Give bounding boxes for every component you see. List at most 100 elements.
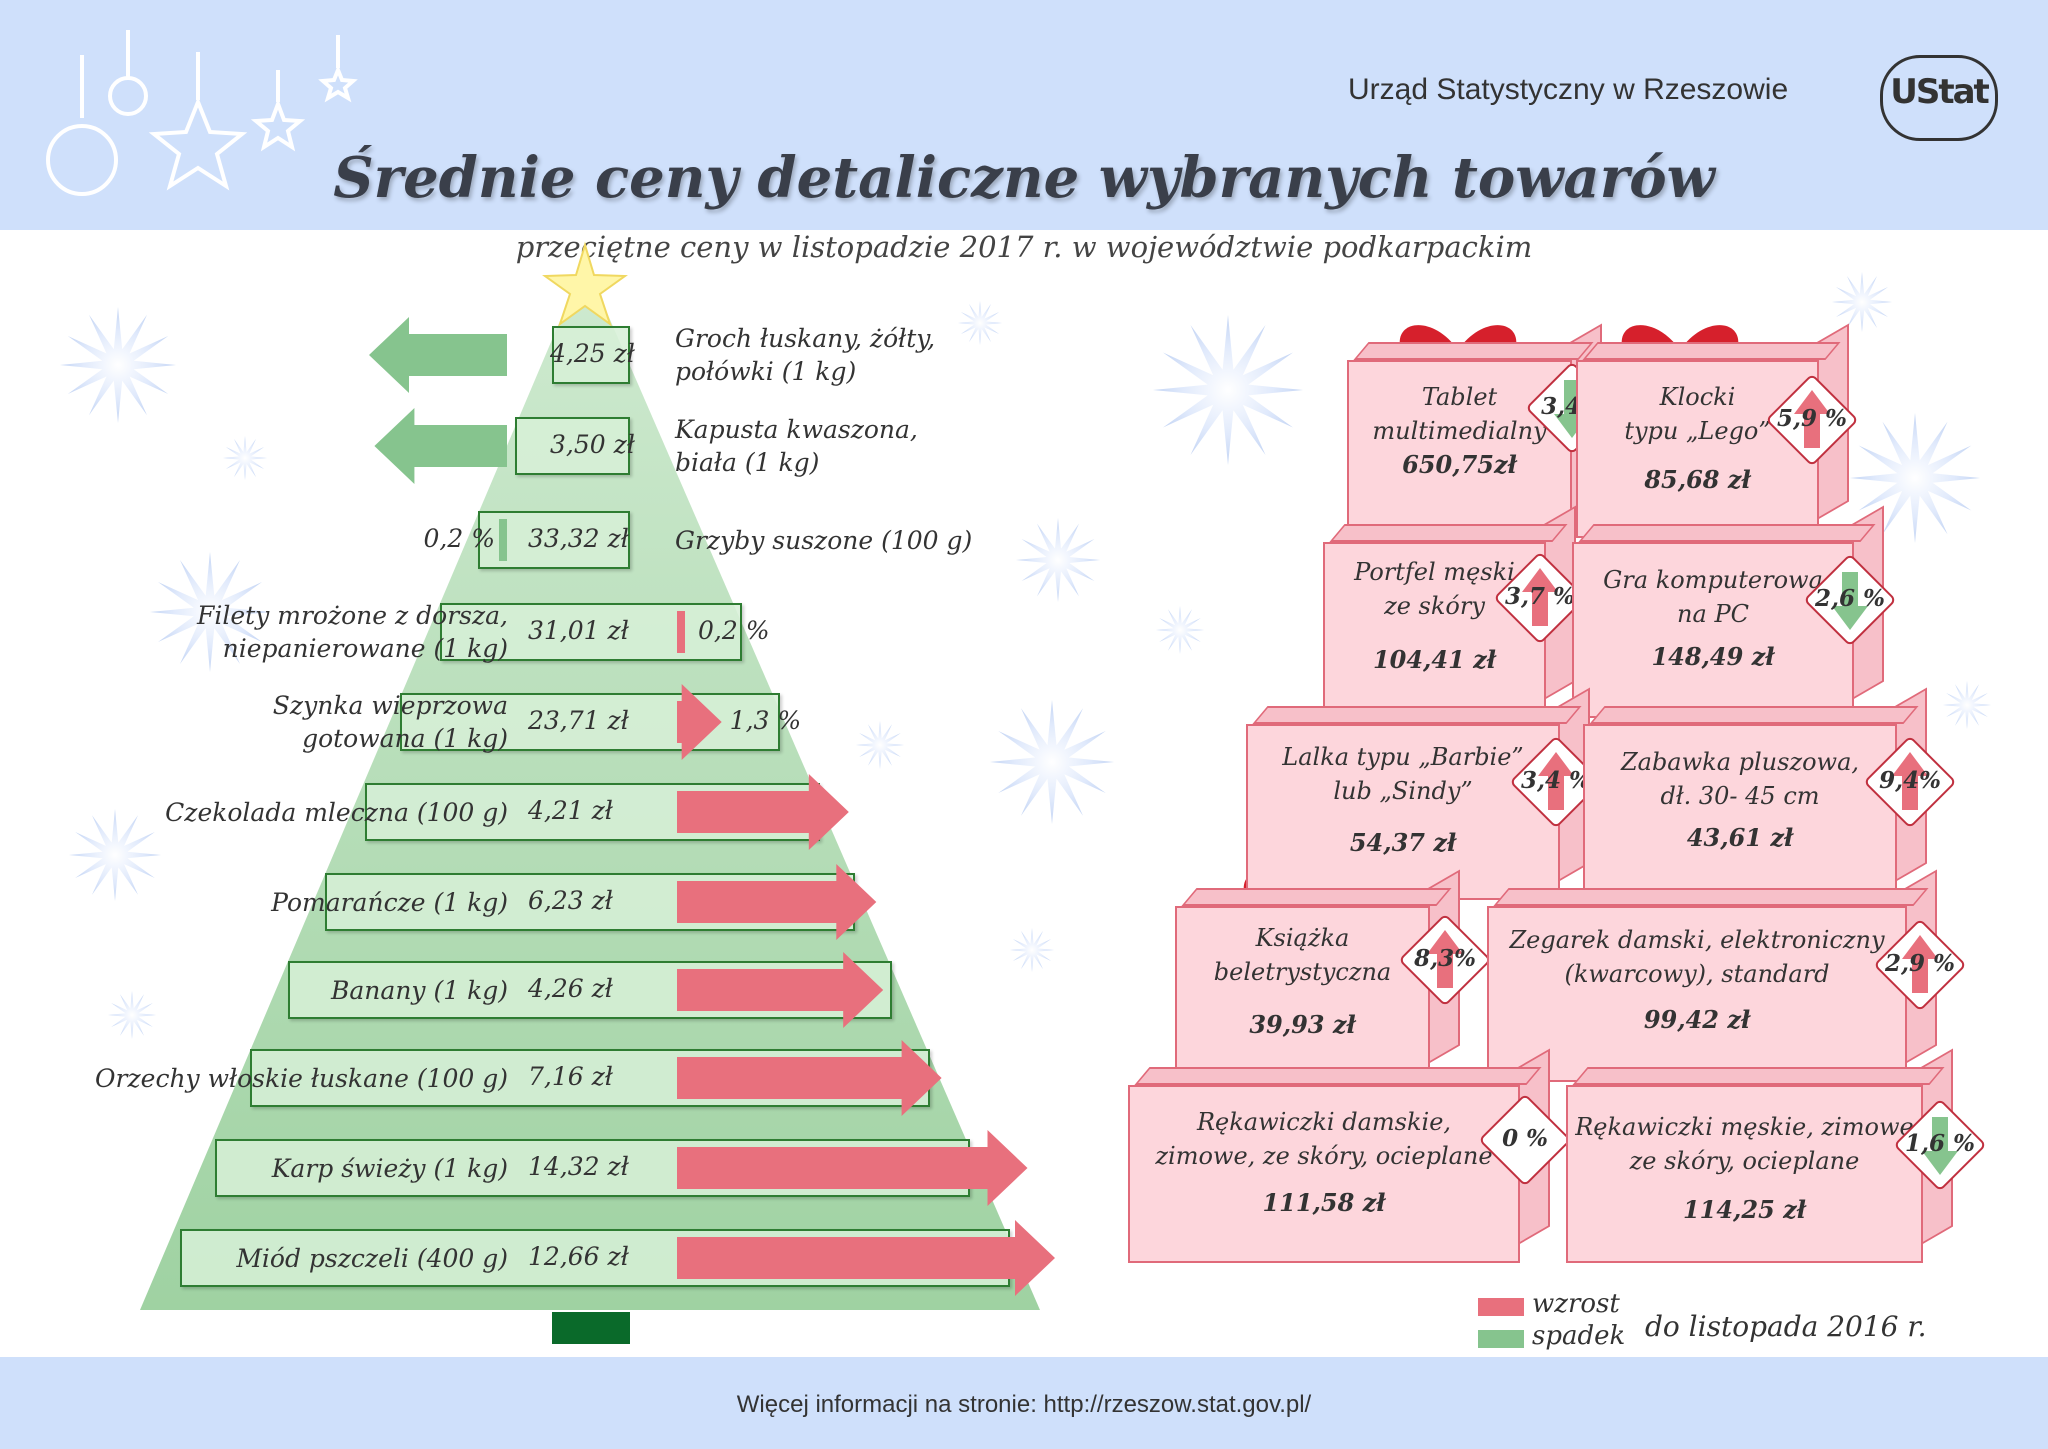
gift-name-line: Gra komputerowa: [1603, 566, 1823, 594]
increase-arrow: [677, 1130, 1028, 1206]
gift-box: [1175, 906, 1430, 1082]
increase-arrow-icon: [1538, 752, 1574, 810]
gift-name-line: lub „Sindy”: [1333, 777, 1473, 805]
increase-arrow: [677, 774, 849, 850]
price-label: 4,25 zł: [550, 339, 635, 368]
gift-box: [1128, 1085, 1520, 1263]
footer-band: Więcej informacji na stronie: http://rze…: [0, 1357, 2048, 1449]
gift-name-line: typu „Lego”: [1624, 417, 1771, 445]
price-label: 4,26 zł: [528, 974, 613, 1003]
gift-name-line: Tablet: [1421, 383, 1498, 411]
price-box: [515, 417, 630, 475]
product-name-line: niepanierowane (1 kg): [222, 634, 508, 663]
gift-name-line: dł. 30- 45 cm: [1660, 782, 1820, 810]
gift-price: 104,41 zł: [1372, 645, 1497, 674]
snowflake-icon: [1153, 315, 1303, 465]
product-name: Orzechy włoskie łuskane (100 g): [95, 1062, 508, 1095]
price-label: 23,71 zł: [528, 706, 629, 735]
change-label: 0,2 %: [698, 616, 770, 645]
legend-increase-swatch: [1478, 1298, 1524, 1316]
snowflake-icon: [1943, 681, 1991, 729]
gift-price: 99,42 zł: [1643, 1005, 1751, 1034]
footer-link-text[interactable]: Więcej informacji na stronie: http://rze…: [736, 1391, 1312, 1418]
product-name-line: Kapusta kwaszona,: [675, 415, 918, 444]
price-label: 6,23 zł: [528, 886, 613, 915]
gift-price: 85,68 zł: [1644, 465, 1751, 494]
product-name-line: połówki (1 kg): [675, 357, 857, 386]
gift-name-line: zimowe, ze skóry, ocieplane: [1155, 1142, 1493, 1170]
decrease-arrow: [499, 519, 507, 561]
increase-arrow-icon: [1427, 930, 1463, 988]
gift-box: [1323, 542, 1546, 718]
tree-trunk-icon: [552, 1312, 630, 1344]
change-label: 0 %: [1502, 1125, 1548, 1152]
product-name: Karp świeży (1 kg): [272, 1152, 508, 1185]
decrease-arrow-icon: [1832, 572, 1868, 630]
price-label: 31,01 zł: [528, 616, 629, 645]
gift-name-line: Portfel męski: [1354, 558, 1515, 586]
gift-name: Tablet multimedialny: [1307, 380, 1612, 448]
price-label: 14,32 zł: [528, 1152, 629, 1181]
snowflake-icon: [60, 307, 176, 423]
gift-name-line: beletrystyczna: [1213, 958, 1392, 986]
snowflake-icon: [69, 809, 161, 901]
gift-name: Portfel męski ze skóry: [1283, 555, 1586, 623]
gift-name: Rękawiczki męskie, zimowe ze skóry, ociep…: [1526, 1110, 1963, 1178]
product-name-line: gotowana (1 kg): [302, 724, 508, 753]
gift-box: [1583, 724, 1897, 900]
product-name-line: Karp świeży (1 kg): [271, 1153, 508, 1183]
gift-price: 148,49 zł: [1651, 642, 1775, 671]
gift-name: Gra komputerowa na PC: [1532, 563, 1894, 631]
gift-name-line: (kwarcowy), standard: [1564, 960, 1830, 988]
gift-name-line: Książka: [1255, 924, 1350, 952]
gift-name: Lalka typu „Barbie” lub „Sindy”: [1206, 740, 1600, 808]
gift-price: 111,58 zł: [1262, 1188, 1386, 1217]
price-label: 12,66 zł: [528, 1242, 629, 1271]
gift-name-line: Rękawiczki damskie,: [1196, 1108, 1452, 1136]
product-name-line: Filety mrożone z dorsza,: [197, 601, 508, 630]
product-name-line: Groch łuskany, żółty,: [675, 324, 936, 353]
institution-name: Urząd Statystyczny w Rzeszowie: [1348, 73, 1789, 106]
product-name: Pomarańcze (1 kg): [271, 886, 508, 919]
price-label: 4,21 zł: [528, 796, 613, 825]
snowflake-icon: [1010, 928, 1054, 972]
header-band: Urząd Statystyczny w Rzeszowie UStat: [0, 0, 2048, 230]
change-label: 5,9 %: [1777, 405, 1847, 432]
gift-name: Książka beletrystyczna: [1135, 921, 1470, 989]
page-title: Średnie ceny detaliczne wybranych towaró…: [333, 145, 1715, 211]
gift-box: [1487, 906, 1907, 1082]
increase-arrow: [677, 1040, 942, 1116]
product-name-line: Grzyby suszone (100 g): [675, 525, 973, 555]
ustat-logo: UStat: [1880, 55, 1998, 141]
gift-name: Zegarek damski, elektroniczny (kwarcowy),…: [1447, 923, 1947, 991]
price-label: 7,16 zł: [528, 1062, 613, 1091]
change-label: 2,9 %: [1885, 950, 1955, 977]
gift-name: Klocki typu „Lego”: [1536, 380, 1859, 448]
gift-box: [1566, 1085, 1923, 1263]
increase-arrow-icon: [1794, 390, 1830, 448]
page-subtitle: przeciętne ceny w listopadzie 2017 r. w …: [515, 230, 1533, 264]
increase-arrow: [677, 864, 877, 940]
increase-arrow-icon: [1522, 568, 1558, 626]
increase-arrow: [677, 952, 884, 1028]
snowflake-icon: [856, 721, 904, 769]
product-name: Kapusta kwaszona, biała (1 kg): [675, 413, 918, 479]
snowflake-icon: [1832, 272, 1892, 332]
gift-price: 43,61 zł: [1686, 823, 1794, 852]
gift-box: [1572, 542, 1854, 718]
gift-name-line: Klocki: [1659, 383, 1736, 411]
change-label: 1,3 %: [729, 706, 802, 735]
snowflakes-icon: [60, 272, 1991, 1039]
product-name: Czekolada mleczna (100 g): [165, 796, 508, 829]
snowflake-icon: [108, 991, 156, 1039]
change-label: 0,2 %: [423, 524, 495, 553]
decrease-arrow: [374, 408, 507, 484]
gift-name-line: Zabawka pluszowa,: [1620, 748, 1860, 776]
legend-decrease-swatch: [1478, 1330, 1524, 1348]
